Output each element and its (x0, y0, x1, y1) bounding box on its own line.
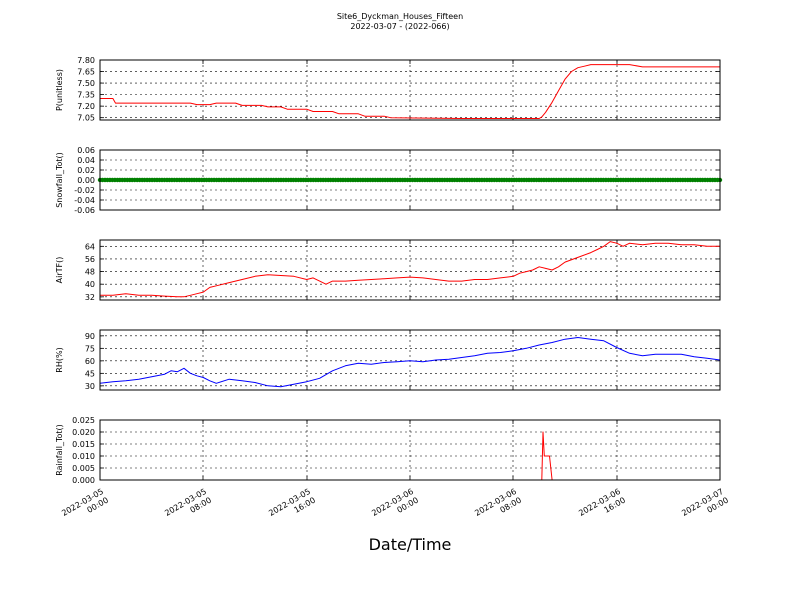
panel-3: 64 56 48 40 32 AirTF() (55, 239, 721, 302)
y-tick-label: 75 (85, 344, 95, 353)
y-axis-label: RH(%) (55, 347, 64, 372)
y-tick-label: 56 (85, 255, 95, 264)
panel-5: 0.025 0.020 0.015 0.010 0.005 0.000 Rainfall_T… (55, 416, 721, 485)
panel-1: 7.80 7.65 7.50 7.35 7.20 7.05 P(unitless) (55, 56, 721, 123)
y-tick-label: 7.05 (77, 114, 95, 123)
panel-2: 0.060.040.020.00-0.02-0.04-0.06 Snowfall_… (55, 146, 723, 215)
axes-frame (99, 419, 721, 481)
y-tick-label: 0.000 (72, 476, 95, 485)
series-line (99, 337, 721, 388)
series-line (100, 241, 720, 298)
y-tick-label: 48 (85, 268, 95, 277)
y-tick-label: 64 (85, 242, 95, 251)
y-tick-label: 0.02 (77, 166, 95, 175)
y-tick-label: 7.20 (77, 102, 95, 111)
y-tick-label: 0.005 (72, 464, 95, 473)
y-tick-label: 7.80 (77, 56, 95, 65)
y-tick-label: 0.06 (77, 146, 95, 155)
y-tick-label: 30 (85, 382, 95, 391)
y-axis-label: AirTF() (55, 257, 64, 284)
y-tick-label: 0.010 (72, 452, 95, 461)
y-tick-label: 0.025 (72, 416, 95, 425)
panel-4: 90 75 60 45 30 RH(%) (55, 329, 721, 391)
y-axis-label: Snowfall_Tot() (55, 152, 64, 208)
figure-subtitle: 2022-03-07 - (2022-066) (350, 22, 449, 31)
axes-frame (99, 329, 721, 391)
y-tick-label: 60 (85, 357, 95, 366)
y-tick-label: 40 (85, 280, 95, 289)
axes-frame (99, 239, 721, 301)
series-line (100, 64, 720, 119)
y-tick-label: 7.65 (77, 68, 95, 77)
y-tick-label: 0.020 (72, 428, 95, 437)
y-tick-label: 32 (85, 293, 95, 302)
y-tick-label: 0.04 (77, 156, 95, 165)
y-tick-label: 0.00 (77, 176, 95, 185)
y-tick-label: 7.35 (77, 91, 95, 100)
axes-frame (99, 149, 721, 211)
y-tick-label: 0.015 (72, 440, 95, 449)
y-tick-label: 7.50 (77, 79, 95, 88)
y-tick-label: -0.02 (74, 186, 95, 195)
panels: 7.807.657.507.357.207.05P(unitless)0.060… (55, 56, 723, 485)
y-axis-label: P(unitless) (55, 69, 64, 111)
y-tick-label: 90 (85, 332, 95, 341)
x-axis-label: Date/Time (369, 535, 452, 554)
y-tick-label: -0.06 (74, 206, 95, 215)
y-axis-label: Rainfall_Tot() (55, 424, 64, 476)
y-tick-label: -0.04 (74, 196, 95, 205)
figure-title: Site6_Dyckman_Houses_Fifteen (337, 12, 463, 21)
y-tick-label: 45 (85, 369, 95, 378)
axes-frame (99, 59, 721, 121)
